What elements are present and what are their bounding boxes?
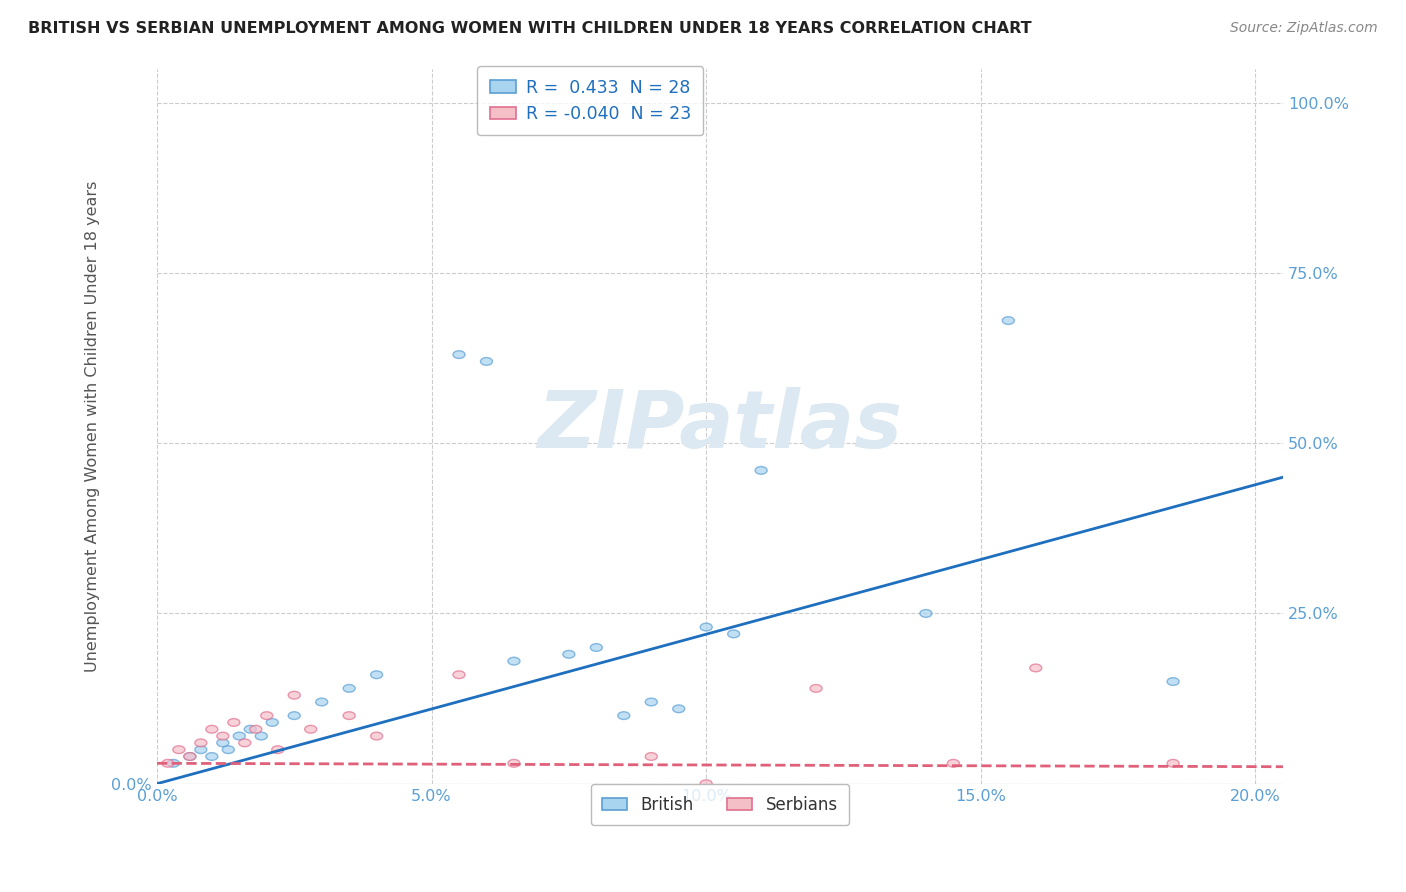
Ellipse shape <box>1167 759 1180 767</box>
Ellipse shape <box>316 698 328 706</box>
Ellipse shape <box>250 725 262 733</box>
Ellipse shape <box>453 351 465 359</box>
Ellipse shape <box>645 698 657 706</box>
Ellipse shape <box>217 732 229 739</box>
Text: Source: ZipAtlas.com: Source: ZipAtlas.com <box>1230 21 1378 35</box>
Ellipse shape <box>343 684 356 692</box>
Ellipse shape <box>205 725 218 733</box>
Ellipse shape <box>672 705 685 713</box>
Ellipse shape <box>371 671 382 679</box>
Ellipse shape <box>195 739 207 747</box>
Text: BRITISH VS SERBIAN UNEMPLOYMENT AMONG WOMEN WITH CHILDREN UNDER 18 YEARS CORRELA: BRITISH VS SERBIAN UNEMPLOYMENT AMONG WO… <box>28 21 1032 36</box>
Ellipse shape <box>755 467 768 475</box>
Ellipse shape <box>184 753 195 760</box>
Ellipse shape <box>217 739 229 747</box>
Ellipse shape <box>245 725 256 733</box>
Ellipse shape <box>222 746 235 754</box>
Ellipse shape <box>271 746 284 754</box>
Ellipse shape <box>228 719 240 726</box>
Ellipse shape <box>167 759 180 767</box>
Ellipse shape <box>239 739 250 747</box>
Ellipse shape <box>205 753 218 760</box>
Ellipse shape <box>256 732 267 739</box>
Ellipse shape <box>948 759 959 767</box>
Legend: British, Serbians: British, Serbians <box>591 784 849 825</box>
Ellipse shape <box>920 609 932 617</box>
Ellipse shape <box>645 753 657 760</box>
Y-axis label: Unemployment Among Women with Children Under 18 years: Unemployment Among Women with Children U… <box>86 180 100 672</box>
Ellipse shape <box>260 712 273 720</box>
Ellipse shape <box>453 671 465 679</box>
Ellipse shape <box>508 657 520 665</box>
Ellipse shape <box>1167 678 1180 685</box>
Ellipse shape <box>371 732 382 739</box>
Text: ZIPatlas: ZIPatlas <box>537 387 903 465</box>
Ellipse shape <box>617 712 630 720</box>
Ellipse shape <box>1002 317 1014 325</box>
Ellipse shape <box>508 759 520 767</box>
Ellipse shape <box>233 732 245 739</box>
Ellipse shape <box>184 753 195 760</box>
Ellipse shape <box>728 630 740 638</box>
Ellipse shape <box>1029 664 1042 672</box>
Ellipse shape <box>288 691 301 699</box>
Ellipse shape <box>162 759 174 767</box>
Ellipse shape <box>195 746 207 754</box>
Ellipse shape <box>700 780 713 788</box>
Ellipse shape <box>591 644 602 651</box>
Ellipse shape <box>700 624 713 631</box>
Ellipse shape <box>173 746 184 754</box>
Ellipse shape <box>810 684 823 692</box>
Ellipse shape <box>305 725 316 733</box>
Ellipse shape <box>288 712 301 720</box>
Ellipse shape <box>562 650 575 658</box>
Ellipse shape <box>343 712 356 720</box>
Ellipse shape <box>266 719 278 726</box>
Ellipse shape <box>481 358 492 365</box>
